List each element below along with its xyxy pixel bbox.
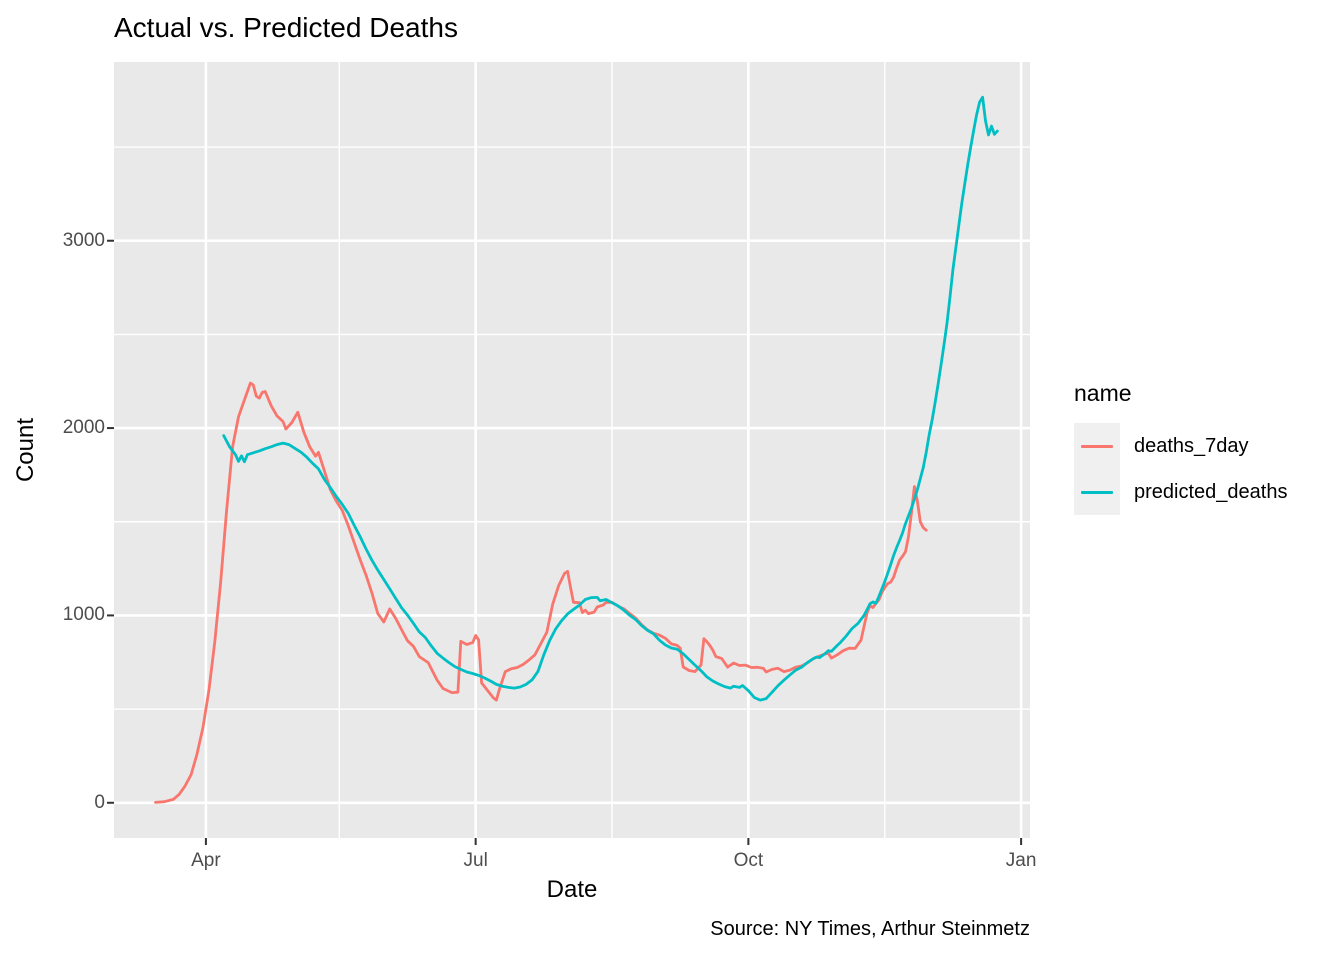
legend-label: predicted_deaths (1134, 480, 1288, 503)
y-tick-label: 1000 (62, 604, 105, 626)
legend-label: deaths_7day (1134, 434, 1249, 457)
series-line-predicted_deaths (222, 95, 999, 702)
source-caption: Source: NY Times, Arthur Steinmetz (710, 918, 1030, 940)
x-tick-label: Oct (733, 850, 764, 871)
series-line-deaths_7day (154, 381, 928, 804)
y-tick-label: 3000 (62, 229, 105, 251)
legend-items: deaths_7day predicted_deaths (1074, 423, 1287, 515)
legend-key (1074, 423, 1120, 469)
x-axis-title: Date (546, 876, 598, 903)
x-tick-label: Jul (463, 850, 488, 871)
legend-key (1074, 469, 1120, 515)
x-tick-label: Apr (191, 850, 221, 871)
legend-item: predicted_deaths (1074, 469, 1287, 515)
legend-title: name (1074, 380, 1132, 406)
y-axis-title: Count (12, 417, 39, 483)
plot-panel-bg (114, 62, 1030, 838)
legend: name deaths_7day predicted_deaths (1074, 380, 1287, 515)
x-tick-label: Jan (1005, 850, 1037, 871)
legend-key-line-icon (1081, 444, 1113, 448)
chart-title: Actual vs. Predicted Deaths (114, 12, 458, 43)
legend-key-line-icon (1081, 490, 1113, 494)
y-tick-label: 2000 (62, 417, 105, 439)
y-tick-label: 0 (94, 791, 105, 813)
legend-item: deaths_7day (1074, 423, 1287, 469)
